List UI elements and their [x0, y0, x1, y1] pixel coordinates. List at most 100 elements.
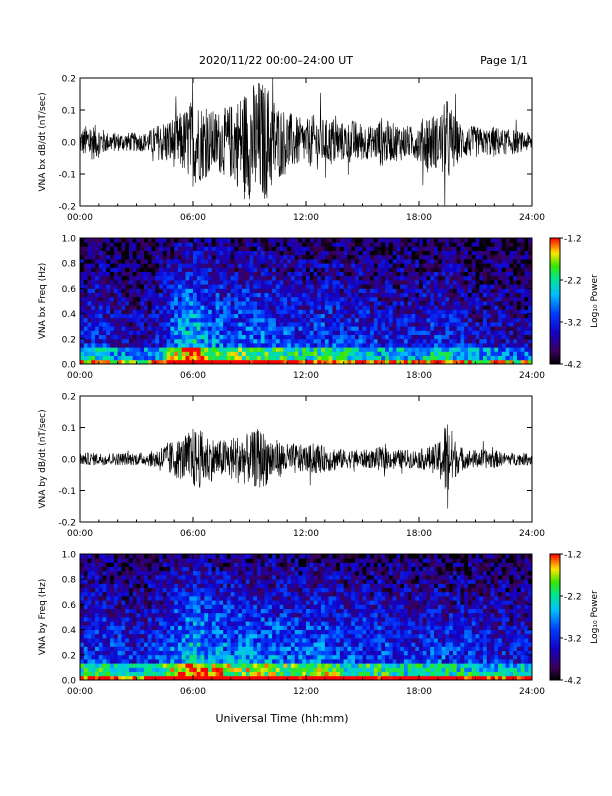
spectrogram-cell [167, 242, 171, 247]
spectrogram-cell [170, 238, 174, 243]
spectrogram-cell [178, 600, 182, 605]
spectrogram-cell [121, 322, 125, 327]
spectrogram-cell [170, 634, 174, 639]
spectrogram-cell [152, 301, 156, 306]
spectrogram-cell [208, 575, 212, 580]
spectrogram-cell [438, 335, 442, 340]
spectrogram-cell [265, 330, 269, 335]
y-axis-label: VNA by dB/dt (nT/sec) [38, 409, 48, 508]
spectrogram-cell [483, 297, 487, 302]
spectrogram-cell [336, 326, 340, 331]
spectrogram-cell [280, 305, 284, 310]
spectrogram-cell [148, 567, 152, 572]
spectrogram-cell [340, 301, 344, 306]
spectrogram-cell [434, 305, 438, 310]
spectrogram-cell [306, 305, 310, 310]
spectrogram-cell [125, 267, 129, 272]
spectrogram-cell [381, 330, 385, 335]
spectrogram-cell [287, 267, 291, 272]
spectrogram-cell [298, 259, 302, 264]
spectrogram-cell [227, 284, 231, 289]
spectrogram-cell [355, 318, 359, 323]
spectrogram-cell [189, 609, 193, 614]
spectrogram-cell [506, 335, 510, 340]
spectrogram-cell [521, 238, 525, 243]
spectrogram-cell [336, 251, 340, 256]
spectrogram-cell [298, 238, 302, 243]
spectrogram-cell [381, 246, 385, 251]
spectrogram-cell [118, 625, 122, 630]
spectrogram-cell [374, 343, 378, 348]
spectrogram-cell [276, 284, 280, 289]
spectrogram-cell [449, 238, 453, 243]
spectrogram-cell [325, 251, 329, 256]
spectrogram-cell [219, 288, 223, 293]
spectrogram-cell [212, 297, 216, 302]
spectrogram-cell [208, 617, 212, 622]
spectrogram-cell [487, 280, 491, 285]
spectrogram-cell [411, 276, 415, 281]
spectrogram-cell [167, 351, 171, 356]
spectrogram-cell [502, 351, 506, 356]
spectrogram-cell [163, 659, 167, 664]
spectrogram-cell [84, 583, 88, 588]
spectrogram-cell [460, 301, 464, 306]
spectrogram-cell [114, 339, 118, 344]
spectrogram-cell [182, 588, 186, 593]
spectrogram-cell [80, 646, 84, 651]
spectrogram-cell [121, 314, 125, 319]
spectrogram-cell [129, 588, 133, 593]
spectrogram-cell [118, 558, 122, 563]
spectrogram-cell [208, 604, 212, 609]
spectrogram-cell [114, 617, 118, 622]
spectrogram-cell [310, 318, 314, 323]
spectrogram-cell [197, 617, 201, 622]
spectrogram-cell [374, 318, 378, 323]
spectrogram-cell [185, 238, 189, 243]
spectrogram-cell [88, 347, 92, 352]
spectrogram-cell [91, 293, 95, 298]
spectrogram-cell [125, 293, 129, 298]
spectrogram-cell [106, 309, 110, 314]
spectrogram-cell [453, 297, 457, 302]
spectrogram-cell [524, 330, 528, 335]
spectrogram-cell [167, 592, 171, 597]
spectrogram-cell [415, 297, 419, 302]
spectrogram-cell [468, 272, 472, 277]
spectrogram-cell [106, 280, 110, 285]
spectrogram-cell [212, 335, 216, 340]
spectrogram-cell [208, 613, 212, 618]
spectrogram-cell [106, 288, 110, 293]
spectrogram-cell [155, 309, 159, 314]
spectrogram-cell [427, 305, 431, 310]
spectrogram-cell [170, 305, 174, 310]
spectrogram-cell [216, 571, 220, 576]
spectrogram-cell [363, 293, 367, 298]
spectrogram-cell [457, 288, 461, 293]
spectrogram-cell [374, 356, 378, 361]
spectrogram-cell [408, 301, 412, 306]
spectrogram-cell [310, 297, 314, 302]
spectrogram-cell [257, 330, 261, 335]
spectrogram-cell [223, 347, 227, 352]
spectrogram-cell [430, 259, 434, 264]
spectrogram-cell [419, 263, 423, 268]
spectrogram-cell [268, 297, 272, 302]
spectrogram-cell [110, 646, 114, 651]
spectrogram-cell [170, 251, 174, 256]
spectrogram-cell [351, 267, 355, 272]
spectrogram-cell [411, 314, 415, 319]
spectrogram-cell [438, 322, 442, 327]
spectrogram-cell [208, 322, 212, 327]
spectrogram-cell [125, 613, 129, 618]
spectrogram-cell [340, 297, 344, 302]
spectrogram-cell [110, 314, 114, 319]
spectrogram-cell [347, 335, 351, 340]
spectrogram-cell [178, 651, 182, 656]
spectrogram-cell [178, 305, 182, 310]
spectrogram-cell [453, 255, 457, 260]
spectrogram-cell [370, 322, 374, 327]
spectrogram-cell [521, 293, 525, 298]
spectrogram-cell [212, 267, 216, 272]
spectrogram-cell [204, 276, 208, 281]
